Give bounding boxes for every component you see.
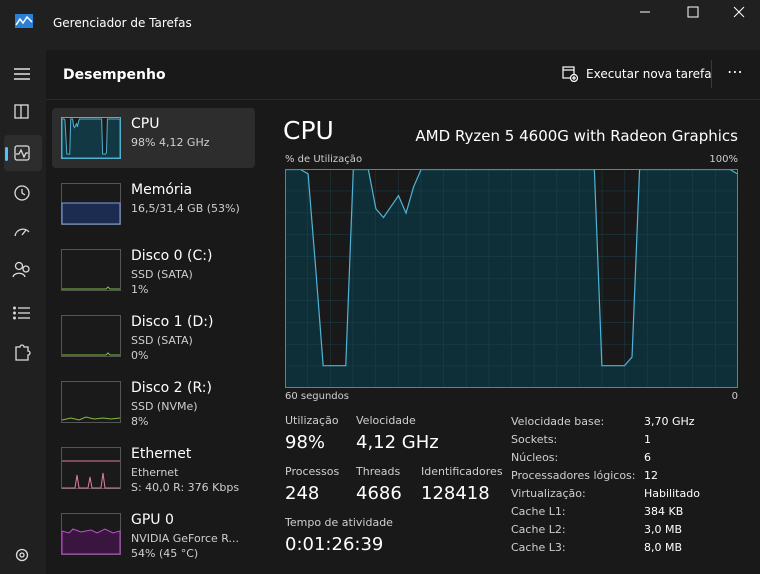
device-name: Disco 2 (R:) bbox=[131, 380, 212, 396]
spec-label: Velocidade base: bbox=[511, 415, 605, 428]
device-detail: SSD (SATA) bbox=[131, 334, 193, 347]
stat-value: 128418 bbox=[421, 483, 490, 504]
uptime-label: Tempo de atividade bbox=[285, 516, 393, 529]
window-controls[interactable] bbox=[630, 0, 760, 26]
device-detail: 0% bbox=[131, 349, 149, 362]
header-border bbox=[46, 99, 760, 100]
device-detail: 16,5/31,4 GB (53%) bbox=[131, 202, 240, 215]
device-detail: SSD (NVMe) bbox=[131, 400, 198, 413]
spec-value: 3,0 MB bbox=[644, 523, 683, 536]
uptime-value: 0:01:26:39 bbox=[285, 534, 384, 555]
stat-label: Identificadores bbox=[421, 465, 503, 478]
title-bar bbox=[0, 0, 760, 50]
stat-value: 98% bbox=[285, 432, 326, 453]
device-detail: NVIDIA GeForce R... bbox=[131, 532, 240, 545]
stat-label: Velocidade bbox=[356, 414, 416, 427]
thumb-area bbox=[61, 528, 121, 555]
new-task-icon bbox=[562, 66, 578, 82]
spec-value: 8,0 MB bbox=[644, 541, 683, 554]
app-icon bbox=[15, 14, 33, 28]
spec-value: 384 KB bbox=[644, 505, 684, 518]
stat-value: 4686 bbox=[356, 483, 402, 504]
device-detail: SSD (SATA) bbox=[131, 268, 193, 281]
device-thumbnail bbox=[61, 117, 121, 159]
detail-title: CPU bbox=[283, 116, 334, 145]
graph-x-end: 0 bbox=[731, 391, 738, 402]
thumb-area bbox=[61, 202, 121, 225]
device-detail: 1% bbox=[131, 283, 149, 296]
spec-value: 12 bbox=[644, 469, 658, 482]
spec-label: Sockets: bbox=[511, 433, 558, 446]
device-name: CPU bbox=[131, 116, 160, 132]
device-name: Memória bbox=[131, 182, 193, 198]
device-thumbnail bbox=[61, 183, 121, 225]
graph-x-label: 60 segundos bbox=[285, 391, 349, 402]
graph-y-label: % de Utilização bbox=[285, 154, 363, 165]
spec-value: 3,70 GHz bbox=[644, 415, 695, 428]
device-name: Ethernet bbox=[131, 446, 192, 462]
device-detail: 54% (45 °C) bbox=[131, 547, 199, 560]
graph-frame bbox=[285, 169, 738, 388]
device-detail: 8% bbox=[131, 415, 149, 428]
stat-value: 4,12 GHz bbox=[356, 432, 439, 453]
stat-label: Processos bbox=[285, 465, 340, 478]
thumb-line bbox=[62, 352, 120, 356]
spec-label: Núcleos: bbox=[511, 451, 559, 464]
device-detail: S: 40,0 R: 376 Kbps bbox=[131, 481, 240, 494]
thumb-line bbox=[62, 286, 120, 290]
thumb-line bbox=[61, 416, 121, 421]
spec-value: Habilitado bbox=[644, 487, 700, 500]
device-name: GPU 0 bbox=[131, 512, 174, 528]
device-thumbnail bbox=[61, 381, 121, 423]
nav-icons[interactable] bbox=[0, 50, 46, 574]
device-thumbnail bbox=[61, 249, 121, 291]
spec-label: Processadores lógicos: bbox=[511, 469, 636, 482]
graph-y-max: 100% bbox=[709, 154, 738, 165]
stat-value: 248 bbox=[285, 483, 320, 504]
thumb-frame bbox=[61, 315, 121, 357]
spec-value: 1 bbox=[644, 433, 651, 446]
spec-value: 6 bbox=[644, 451, 651, 464]
device-detail: 98% 4,12 GHz bbox=[131, 136, 210, 149]
run-new-task[interactable]: Executar nova tarefa bbox=[586, 67, 712, 81]
device-thumbnail bbox=[61, 447, 121, 489]
stat-label: Threads bbox=[356, 465, 401, 478]
page-title: Desempenho bbox=[63, 67, 166, 83]
stat-label: Utilização bbox=[285, 414, 339, 427]
spec-label: Cache L3: bbox=[511, 541, 566, 554]
spec-label: Virtualização: bbox=[511, 487, 586, 500]
separator bbox=[711, 60, 712, 88]
device-name: Disco 0 (C:) bbox=[131, 248, 213, 264]
thumb-frame bbox=[61, 249, 121, 291]
more-button[interactable]: ⋯ bbox=[727, 62, 744, 81]
device-thumbnail bbox=[61, 315, 121, 357]
spec-label: Cache L1: bbox=[511, 505, 566, 518]
cpu-model: AMD Ryzen 5 4600G with Radeon Graphics bbox=[415, 127, 738, 145]
thumb-area bbox=[61, 118, 121, 159]
cpu-graph bbox=[285, 169, 738, 388]
window-title: Gerenciador de Tarefas bbox=[53, 16, 192, 30]
thumb-line bbox=[62, 472, 120, 489]
spec-label: Cache L2: bbox=[511, 523, 566, 536]
device-detail: Ethernet bbox=[131, 466, 179, 479]
thumb-frame bbox=[61, 381, 121, 423]
device-thumbnail bbox=[61, 513, 121, 555]
device-name: Disco 1 (D:) bbox=[131, 314, 214, 330]
